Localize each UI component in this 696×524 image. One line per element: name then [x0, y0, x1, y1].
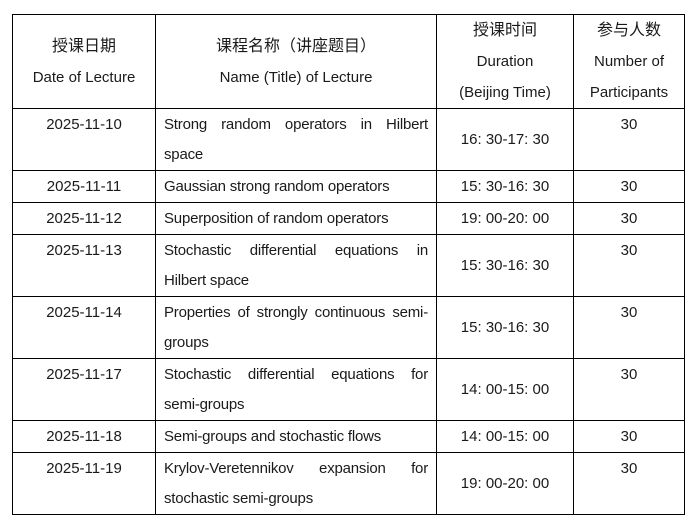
table-row: 2025-11-17 Stochastic differential equati…	[12, 358, 685, 421]
header-participants-en-line2: Participants	[589, 84, 669, 101]
time-cell: 16: 30-17: 30	[436, 108, 574, 171]
header-time: 授课时间 Duration (Beijing Time)	[436, 14, 574, 109]
table-row: 2025-11-18 Semi-groups and stochastic flo…	[12, 420, 685, 453]
date-cell: 2025-11-14	[12, 296, 156, 359]
header-date: 授课日期 Date of Lecture	[12, 14, 156, 109]
header-participants-zh: 参与人数	[596, 22, 661, 39]
lecture-title-cell: Properties of strongly continuous semi-g…	[155, 296, 437, 359]
header-lecture-name-zh: 课程名称（讲座题目）	[215, 37, 376, 55]
table-row: 2025-11-14 Properties of strongly continu…	[12, 296, 685, 359]
header-lecture-name: 课程名称（讲座题目） Name (Title) of Lecture	[155, 14, 437, 109]
participants-cell: 30	[573, 452, 685, 515]
participants-cell: 30	[573, 420, 685, 453]
participants-cell: 30	[573, 202, 685, 235]
participants-cell: 30	[573, 108, 685, 171]
table-row: 2025-11-12 Superposition of random operat…	[12, 202, 685, 235]
table-row: 2025-11-19 Krylov-Veretennikov expansion …	[12, 452, 685, 515]
time-cell: 15: 30-16: 30	[436, 170, 574, 203]
lecture-title-cell: Gaussian strong random operators	[155, 170, 437, 203]
table-body: 2025-11-10 Strong random operators in Hil…	[12, 108, 685, 515]
participants-cell: 30	[573, 170, 685, 203]
header-date-zh: 授课日期	[51, 37, 116, 55]
header-participants-en-line1: Number of	[593, 53, 665, 70]
participants-cell: 30	[573, 358, 685, 421]
participants-cell: 30	[573, 234, 685, 297]
header-time-zh: 授课时间	[472, 22, 537, 39]
table-row: 2025-11-10 Strong random operators in Hil…	[12, 108, 685, 171]
table-row: 2025-11-11 Gaussian strong random operato…	[12, 170, 685, 203]
participants-cell: 30	[573, 296, 685, 359]
lecture-title-cell: Superposition of random operators	[155, 202, 437, 235]
header-participants: 参与人数 Number of Participants	[573, 14, 685, 109]
lecture-title-cell: Stochastic differential equations in Hil…	[155, 234, 437, 297]
date-cell: 2025-11-12	[12, 202, 156, 235]
time-cell: 19: 00-20: 00	[436, 452, 574, 515]
date-cell: 2025-11-10	[12, 108, 156, 171]
header-time-en-line2: (Beijing Time)	[459, 84, 551, 101]
lecture-title-cell: Semi-groups and stochastic flows	[155, 420, 437, 453]
lecture-schedule-table: 授课日期 Date of Lecture 课程名称（讲座题目） Name (Ti…	[12, 14, 685, 515]
time-cell: 14: 00-15: 00	[436, 358, 574, 421]
time-cell: 15: 30-16: 30	[436, 296, 574, 359]
lecture-title-cell: Krylov-Veretennikov expansion for stocha…	[155, 452, 437, 515]
time-cell: 14: 00-15: 00	[436, 420, 574, 453]
lecture-title-cell: Strong random operators in Hilbert space	[155, 108, 437, 171]
time-cell: 15: 30-16: 30	[436, 234, 574, 297]
date-cell: 2025-11-18	[12, 420, 156, 453]
lecture-title-cell: Stochastic differential equations for se…	[155, 358, 437, 421]
date-cell: 2025-11-17	[12, 358, 156, 421]
date-cell: 2025-11-13	[12, 234, 156, 297]
header-date-en: Date of Lecture	[32, 68, 136, 86]
table-row: 2025-11-13 Stochastic differential equati…	[12, 234, 685, 297]
header-lecture-name-en: Name (Title) of Lecture	[219, 68, 373, 86]
date-cell: 2025-11-11	[12, 170, 156, 203]
time-cell: 19: 00-20: 00	[436, 202, 574, 235]
header-time-en-line1: Duration	[476, 53, 534, 70]
date-cell: 2025-11-19	[12, 452, 156, 515]
header-row: 授课日期 Date of Lecture 课程名称（讲座题目） Name (Ti…	[12, 14, 685, 109]
